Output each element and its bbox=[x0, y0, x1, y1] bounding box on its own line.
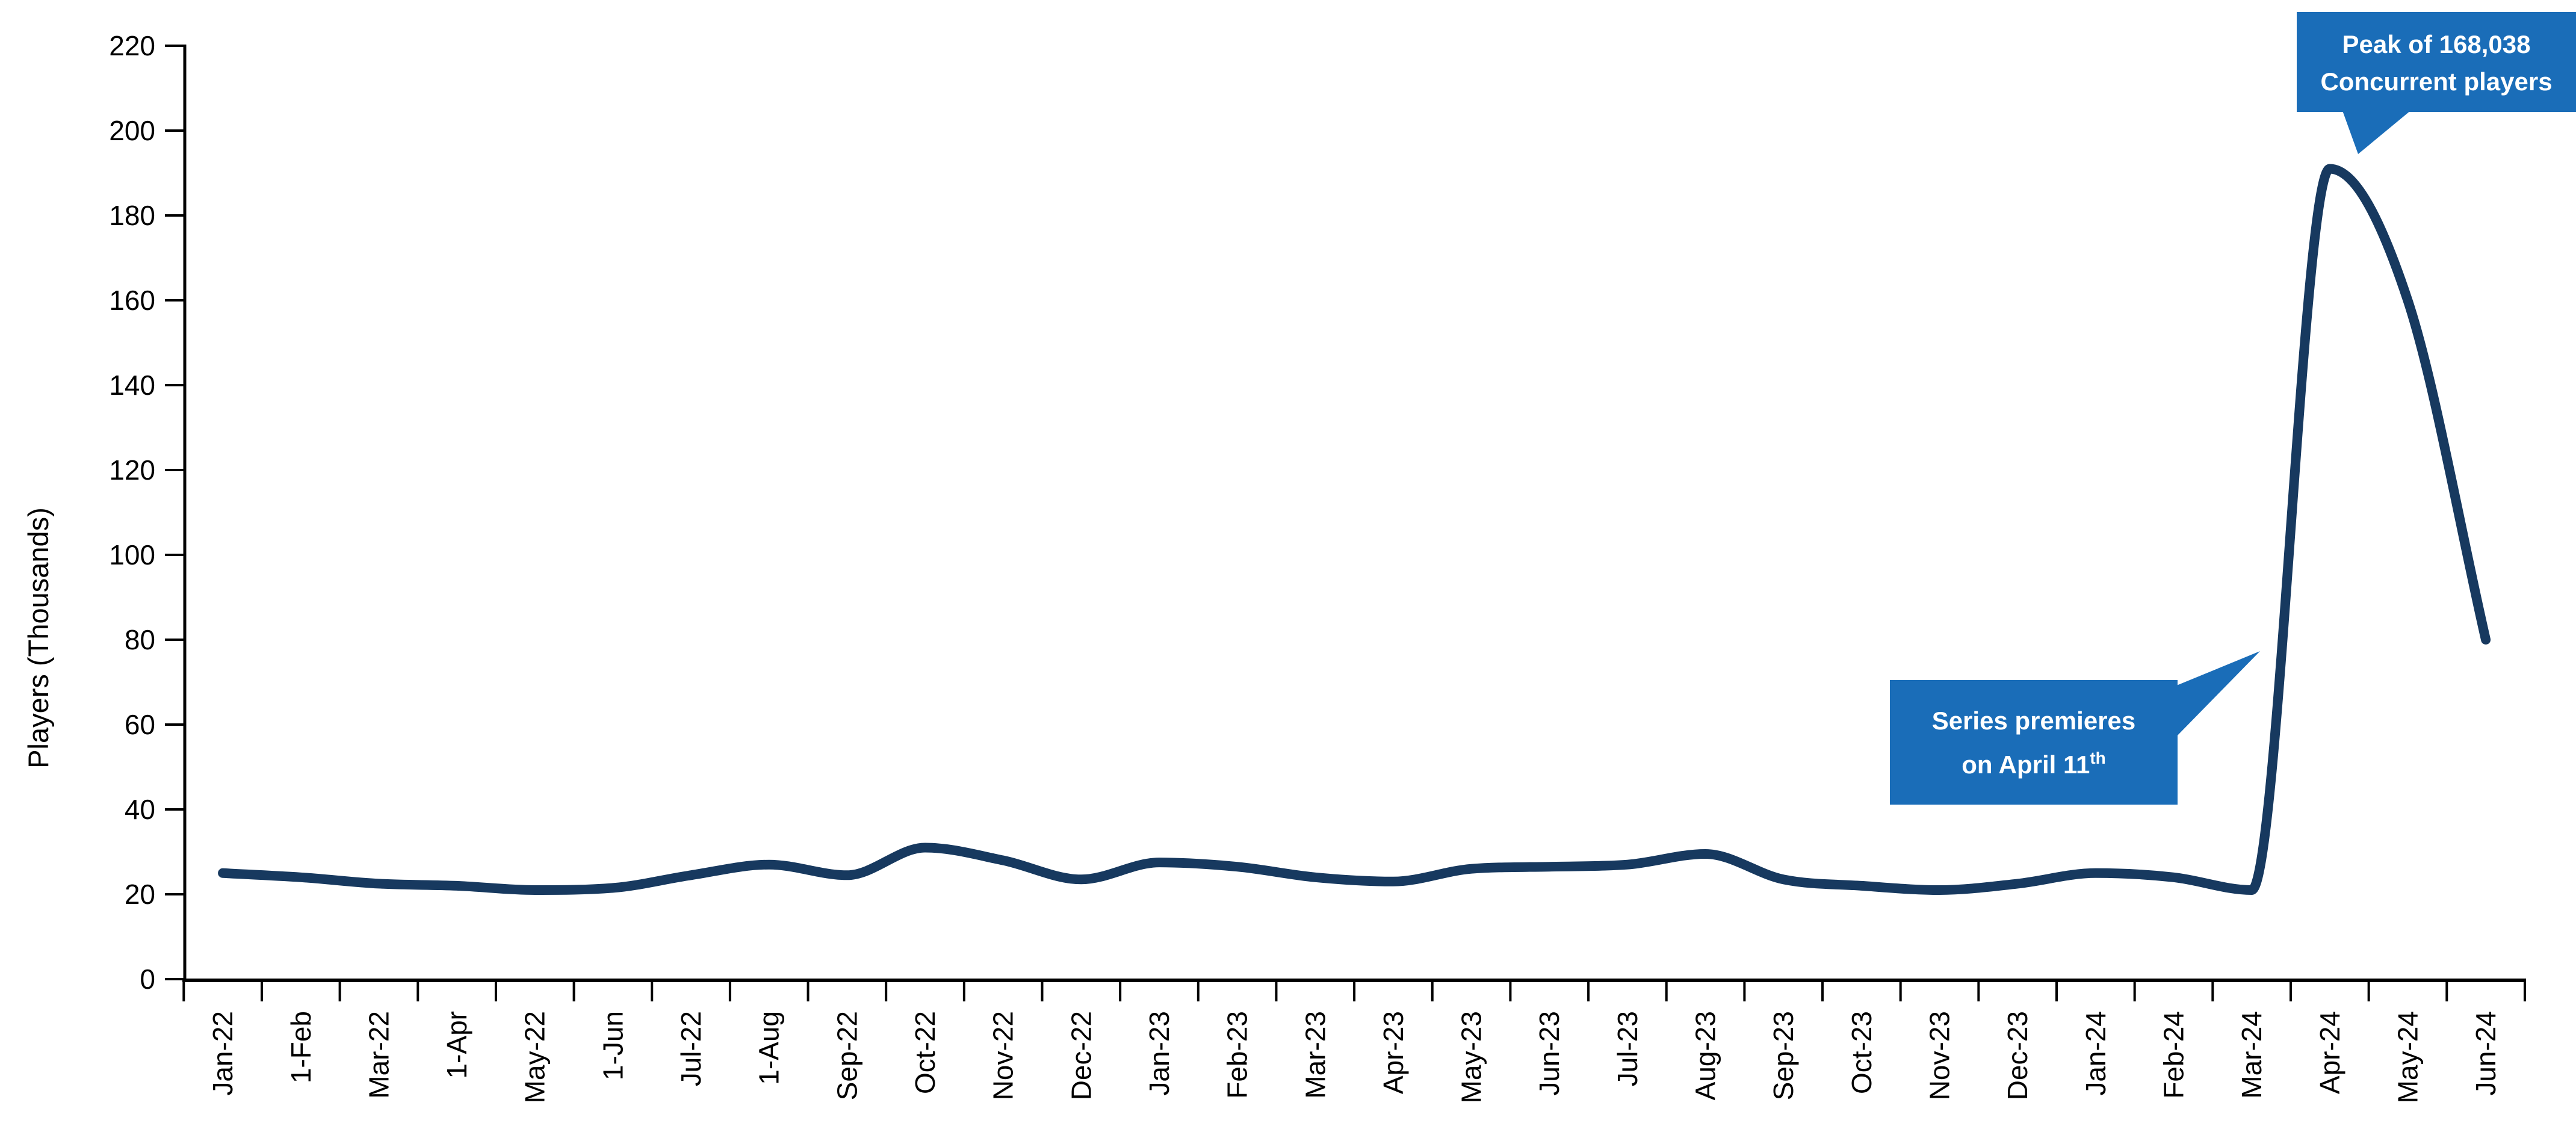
y-tick-label: 180 bbox=[109, 200, 155, 231]
y-tick-label: 80 bbox=[125, 624, 155, 655]
x-axis-ticks bbox=[182, 981, 2526, 1001]
callout-box-premiere bbox=[1890, 680, 2178, 805]
x-tick-label: Dec-22 bbox=[1065, 1011, 1097, 1100]
x-tick-label: May-23 bbox=[1456, 1011, 1487, 1103]
x-tick-label: Jan-22 bbox=[207, 1011, 238, 1096]
x-tick-label: Jan-24 bbox=[2080, 1011, 2111, 1096]
x-tick-label: 1-Jun bbox=[597, 1011, 628, 1080]
x-tick-label: Nov-22 bbox=[988, 1011, 1019, 1100]
callout-series-premiere: Series premieres on April 11th bbox=[1890, 651, 2260, 805]
x-tick-label: Apr-23 bbox=[1378, 1011, 1409, 1094]
y-axis-title: Players (Thousands) bbox=[22, 507, 54, 769]
callout-peak: Peak of 168,038 Concurrent players bbox=[2297, 12, 2576, 154]
x-tick-label: Jan-23 bbox=[1144, 1011, 1175, 1096]
callout-peak-line1: Peak of 168,038 bbox=[2342, 30, 2531, 58]
x-tick-label: Feb-23 bbox=[1222, 1011, 1253, 1099]
x-tick-label: Mar-23 bbox=[1299, 1011, 1331, 1099]
x-tick-label: Dec-23 bbox=[2002, 1011, 2033, 1100]
x-tick-label: May-22 bbox=[519, 1011, 551, 1103]
x-tick-label: Feb-24 bbox=[2158, 1011, 2189, 1099]
x-tick-label: Apr-24 bbox=[2314, 1011, 2345, 1094]
callout-tail-premiere bbox=[2175, 651, 2260, 738]
y-tick-label: 140 bbox=[109, 370, 155, 401]
y-tick-label: 100 bbox=[109, 539, 155, 571]
x-tick-label: Oct-22 bbox=[909, 1011, 941, 1094]
callout-premiere-line1: Series premieres bbox=[1932, 707, 2136, 735]
y-tick-label: 40 bbox=[125, 794, 155, 825]
callout-premiere-line2: on April 11th bbox=[1961, 749, 2106, 779]
callout-box-peak bbox=[2297, 12, 2576, 112]
x-axis-labels: Jan-22 1-Feb Mar-22 1-Apr May-22 1-Jun Jul-22 1… bbox=[207, 1011, 2501, 1103]
y-tick-label: 20 bbox=[125, 879, 155, 910]
x-tick-label: Jun-23 bbox=[1534, 1011, 1565, 1096]
y-axis-labels: 0 20 40 60 80 100 120 140 160 180 200 220 bbox=[109, 30, 155, 995]
y-tick-label: 220 bbox=[109, 30, 155, 61]
y-tick-label: 200 bbox=[109, 115, 155, 146]
x-tick-label: Jul-22 bbox=[675, 1011, 707, 1086]
x-tick-label: 1-Aug bbox=[754, 1011, 785, 1085]
x-tick-label: Jun-24 bbox=[2470, 1011, 2501, 1096]
callout-peak-line2: Concurrent players bbox=[2320, 67, 2552, 96]
y-tick-label: 0 bbox=[140, 963, 155, 995]
y-tick-label: 60 bbox=[125, 709, 155, 740]
x-tick-label: Aug-23 bbox=[1690, 1011, 1721, 1100]
y-tick-label: 160 bbox=[109, 285, 155, 316]
series-line-concurrent-players bbox=[218, 164, 2491, 895]
x-tick-label: Sep-23 bbox=[1768, 1011, 1799, 1100]
x-tick-label: Jul-23 bbox=[1612, 1011, 1643, 1086]
x-tick-label: Sep-22 bbox=[831, 1011, 862, 1100]
y-tick-label: 120 bbox=[109, 454, 155, 486]
x-tick-label: Oct-23 bbox=[1846, 1011, 1877, 1094]
x-tick-label: Nov-23 bbox=[1924, 1011, 1955, 1100]
callout-tail-peak bbox=[2342, 111, 2410, 154]
x-tick-label: May-24 bbox=[2392, 1011, 2423, 1103]
x-tick-label: Mar-22 bbox=[363, 1011, 394, 1099]
x-tick-label: 1-Feb bbox=[285, 1011, 317, 1083]
x-tick-label: 1-Apr bbox=[441, 1011, 472, 1078]
y-axis-ticks bbox=[165, 45, 185, 980]
x-tick-label: Mar-24 bbox=[2236, 1011, 2267, 1099]
